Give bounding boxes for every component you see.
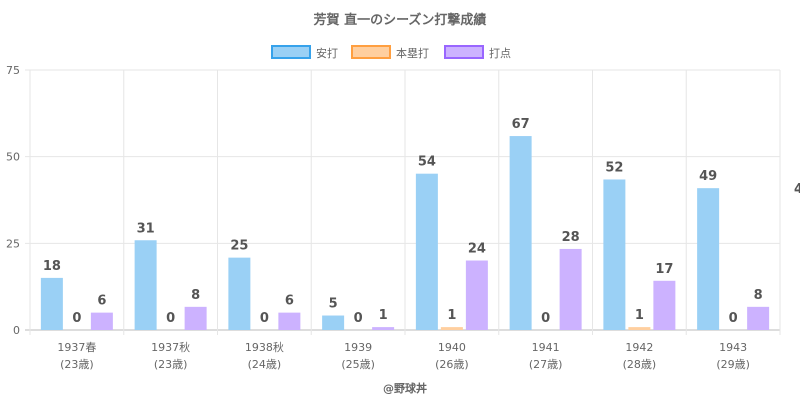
data-label-1-0: 0 xyxy=(72,311,81,326)
x-axis-label: @野球丼 xyxy=(383,381,427,395)
data-label-1-5: 0 xyxy=(541,311,550,326)
legend-label-1[interactable]: 本塁打 xyxy=(396,46,429,60)
bar-1-6 xyxy=(628,327,651,330)
data-label-0-6: 52 xyxy=(605,160,623,175)
x-tick-sublabel: (29歳) xyxy=(716,358,750,371)
grid: 02550751937春(23歳)1937秋(23歳)1938秋(24歳)193… xyxy=(6,64,781,371)
data-label-2-4: 24 xyxy=(468,242,486,257)
bar-2-5 xyxy=(559,248,582,330)
y-tick-label: 25 xyxy=(6,237,20,250)
data-label-2-7: 8 xyxy=(754,288,763,303)
bar-2-3 xyxy=(372,327,395,330)
chart-title: 芳賀 直一のシーズン打撃成績 xyxy=(314,12,487,28)
data-label-2-3: 1 xyxy=(379,308,388,323)
x-tick-sublabel: (23歳) xyxy=(60,358,94,371)
data-label-1-7: 0 xyxy=(729,311,738,326)
data-label-2-0: 6 xyxy=(97,294,106,309)
x-tick-label: 1942 xyxy=(625,341,653,354)
y-tick-label: 50 xyxy=(6,151,20,164)
data-label-2-2: 6 xyxy=(285,294,294,309)
x-tick-sublabel: (25歳) xyxy=(341,358,375,371)
bar-0-4 xyxy=(415,173,438,330)
bar-2-6 xyxy=(653,280,676,330)
bar-0-7 xyxy=(697,188,720,330)
data-label-1-6: 1 xyxy=(635,308,644,323)
bar-0-0 xyxy=(40,277,63,330)
data-label-2-1: 8 xyxy=(191,288,200,303)
bars xyxy=(40,136,770,330)
legend-swatch-1[interactable] xyxy=(351,45,391,59)
data-label-0-5: 67 xyxy=(512,117,530,132)
x-tick-label: 1937秋 xyxy=(151,340,190,354)
legend: 安打 本塁打 打点 xyxy=(271,45,511,60)
bar-1-4 xyxy=(440,327,463,330)
bar-0-3 xyxy=(322,315,345,330)
stray-label: 4 xyxy=(794,182,800,197)
x-tick-label: 1939 xyxy=(344,341,372,354)
bar-2-4 xyxy=(465,260,488,330)
bar-0-6 xyxy=(603,179,626,330)
data-label-0-4: 54 xyxy=(418,155,436,170)
x-tick-label: 1938秋 xyxy=(245,340,284,354)
data-label-0-3: 5 xyxy=(329,297,338,312)
data-label-1-4: 1 xyxy=(447,308,456,323)
bar-0-2 xyxy=(228,257,251,330)
legend-swatch-2[interactable] xyxy=(444,45,484,59)
data-label-1-2: 0 xyxy=(260,311,269,326)
x-tick-sublabel: (27歳) xyxy=(529,358,563,371)
data-label-2-5: 28 xyxy=(562,230,580,245)
x-tick-sublabel: (24歳) xyxy=(248,358,282,371)
legend-label-2[interactable]: 打点 xyxy=(489,46,511,60)
data-label-1-1: 0 xyxy=(166,311,175,326)
x-tick-label: 1937春 xyxy=(57,341,96,354)
data-label-0-2: 25 xyxy=(230,239,248,254)
x-tick-label: 1940 xyxy=(438,341,466,354)
bar-2-7 xyxy=(747,306,770,330)
legend-swatch-0[interactable] xyxy=(271,45,311,59)
x-tick-sublabel: (28歳) xyxy=(623,358,657,371)
x-tick-label: 1941 xyxy=(532,341,560,354)
bar-2-2 xyxy=(278,312,301,330)
y-tick-label: 75 xyxy=(6,64,20,77)
y-tick-label: 0 xyxy=(13,324,20,337)
x-tick-sublabel: (23歳) xyxy=(154,358,188,371)
bar-0-1 xyxy=(134,240,157,330)
legend-label-0[interactable]: 安打 xyxy=(316,46,338,60)
data-label-0-0: 18 xyxy=(43,259,61,274)
x-tick-label: 1943 xyxy=(719,341,747,354)
data-label-0-7: 49 xyxy=(699,169,717,184)
data-labels: 18 31 25 5 54 67 52 49 0 0 0 0 1 0 1 0 6 8 6 1 24 28 17 8 xyxy=(43,117,763,326)
data-label-0-1: 31 xyxy=(137,221,155,236)
x-tick-sublabel: (26歳) xyxy=(435,358,469,371)
bar-2-1 xyxy=(184,306,207,330)
data-label-1-3: 0 xyxy=(354,311,363,326)
data-label-2-6: 17 xyxy=(655,262,673,277)
bar-2-0 xyxy=(90,312,113,330)
bar-0-5 xyxy=(509,136,532,330)
